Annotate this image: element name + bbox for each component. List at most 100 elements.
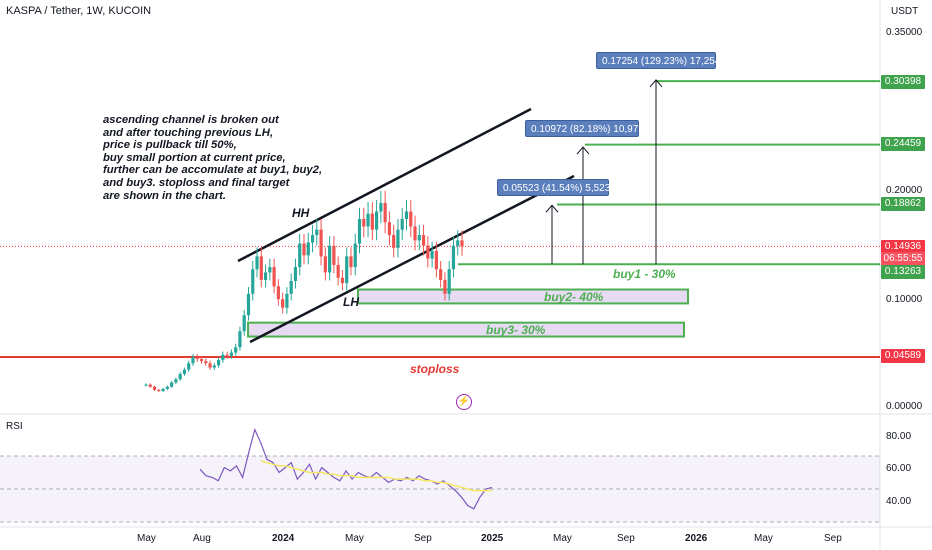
note-line: ascending channel is broken out [103, 114, 279, 126]
price-tag-countdown: 06:55:55 [881, 252, 925, 266]
note-line: are shown in the chart. [103, 189, 227, 202]
note-line: further can be accomulate at buy1, buy2, [103, 164, 323, 177]
price-tag-target2: 0.24459 [881, 137, 925, 151]
candle-body [178, 373, 182, 380]
candle-body [276, 286, 280, 300]
candle-body [383, 202, 387, 223]
buy2-zone [357, 288, 689, 305]
x-tick-label: May [345, 533, 364, 544]
lh-label: LH [343, 295, 359, 309]
candle-body [319, 229, 323, 257]
candle-body [212, 365, 216, 368]
candle-body [298, 243, 302, 268]
candle-body [306, 242, 310, 256]
analysis-note: ascending channel is broken out and afte… [103, 114, 343, 202]
candle-body [234, 347, 238, 353]
rsi-tick-label: 40.00 [886, 496, 912, 507]
candle-body [417, 235, 421, 241]
currency-label[interactable]: USDT [891, 6, 919, 17]
measure-arrowhead [576, 146, 590, 155]
candle-body [246, 293, 251, 316]
x-tick-label: 2026 [685, 533, 708, 544]
rsi-indicator-label[interactable]: RSI [6, 421, 23, 432]
candle-body [323, 256, 327, 273]
candle-body [144, 384, 148, 386]
candle-body [242, 315, 246, 332]
candle-body [148, 384, 152, 387]
candle-body [216, 360, 221, 366]
candle-body [396, 229, 400, 248]
candle-body [443, 279, 447, 294]
candle-body [357, 219, 362, 244]
candle-body [302, 243, 306, 256]
y-tick-label: 0.10000 [886, 294, 923, 305]
x-tick-label: May [754, 533, 773, 544]
rsi-band [0, 456, 880, 522]
candle-body [366, 213, 370, 227]
candle-body [426, 245, 430, 259]
candle-body [310, 235, 315, 243]
candle-body [332, 245, 336, 265]
candle-body [362, 219, 366, 227]
candle-body [404, 211, 409, 219]
buy2-label: buy2- 40% [544, 290, 604, 304]
candle-body [456, 240, 460, 246]
candle-body [204, 361, 208, 364]
candle-body [187, 363, 191, 370]
candle-body [409, 211, 413, 227]
candle-body [285, 293, 289, 308]
y-tick-label: 0.00000 [886, 401, 923, 412]
price-tag-target3: 0.30398 [881, 75, 925, 89]
candle-body [225, 354, 229, 356]
candle-body [199, 358, 204, 362]
candle-body [439, 269, 443, 280]
candle-body [229, 352, 234, 356]
candle-body [379, 202, 383, 212]
candle-body [191, 356, 195, 364]
y-tick-label: 0.20000 [886, 185, 923, 196]
candle-body [293, 267, 298, 281]
candle-body [238, 331, 242, 348]
candle-body [195, 356, 199, 359]
candle-body [370, 213, 374, 230]
candle-body [268, 267, 272, 273]
candle-body [174, 379, 178, 383]
rsi-line [199, 427, 493, 510]
x-tick-label: May [137, 533, 156, 544]
measure-arrowhead [545, 204, 559, 213]
candle-body [451, 245, 456, 270]
candle-body [170, 382, 174, 387]
candle-body [263, 272, 268, 280]
candle-body [387, 222, 392, 236]
channel-upper-line [237, 107, 532, 263]
x-tick-label: Sep [414, 533, 432, 544]
buy3-label: buy3- 30% [486, 323, 546, 337]
channel-lower-line [249, 174, 575, 344]
stoploss-label: stoploss [410, 362, 460, 376]
candle-body [413, 226, 417, 241]
rsi-tick-label: 60.00 [886, 463, 912, 474]
candle-body [434, 251, 438, 270]
x-tick-label: Sep [824, 533, 842, 544]
candle-body [340, 277, 345, 284]
candle-body [281, 299, 285, 308]
candle-body [157, 389, 161, 392]
note-line: and buy3. stoploss and final target [103, 176, 290, 189]
candle-body [182, 369, 187, 374]
measure-label-1[interactable]: 0.05523 (41.54%) 5,523 [497, 179, 610, 196]
pair-title[interactable]: KASPA / Tether, 1W, KUCOIN [6, 5, 152, 17]
candle-body [221, 354, 225, 361]
measure-label-3[interactable]: 0.17254 (129.23%) 17,254 [596, 52, 720, 69]
candle-body [315, 229, 319, 236]
note-line: price is pullback till 50%, [103, 139, 237, 152]
hh-label: HH [292, 206, 310, 220]
measure-label-2[interactable]: 0.10972 (82.18%) 10,972 [525, 120, 644, 137]
lightning-icon[interactable]: ⚡ [456, 394, 472, 410]
candle-body [255, 256, 259, 270]
candle-body [392, 235, 396, 248]
candle-body [161, 388, 165, 392]
candle-body [272, 267, 276, 287]
candle-body [374, 211, 379, 230]
price-tag-stoploss: 0.04589 [881, 349, 925, 363]
